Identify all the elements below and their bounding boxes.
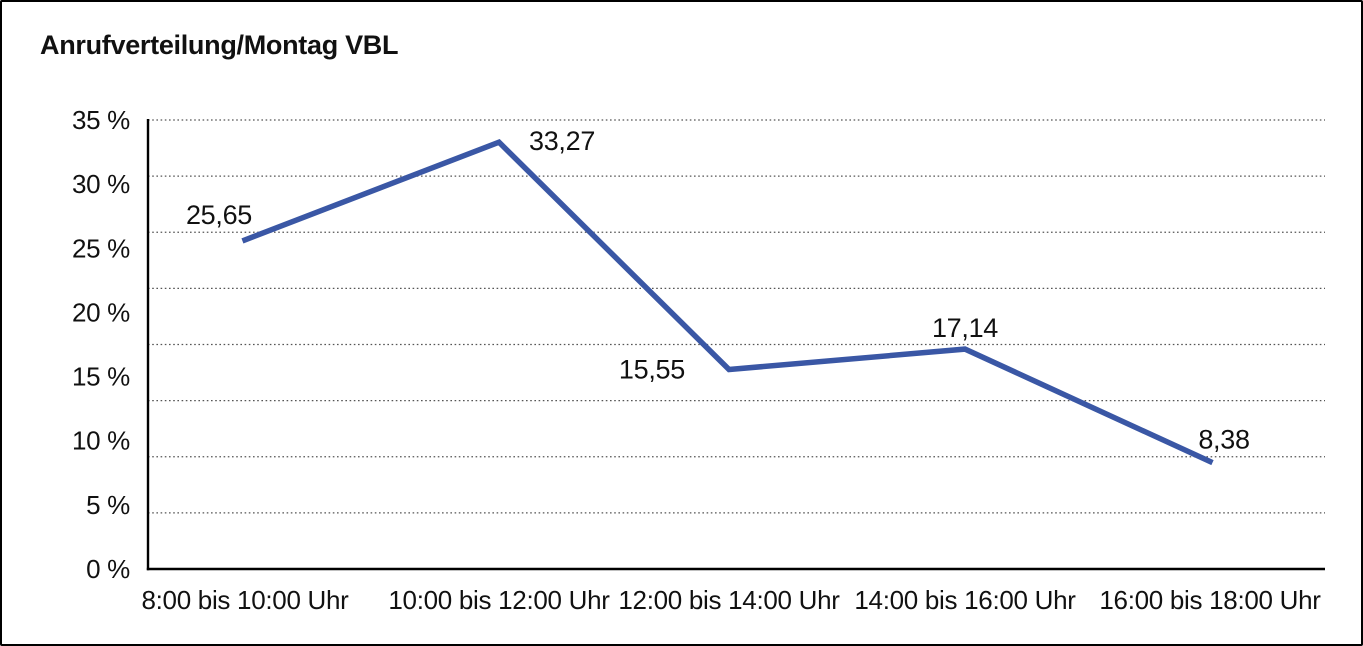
y-axis-tick-label: 35 % [72,105,130,135]
y-axis-tick-label: 0 % [86,554,130,584]
y-axis-tick-label: 30 % [72,169,130,199]
x-axis-category-label: 12:00 bis 14:00 Uhr [618,585,840,615]
data-point-label: 17,14 [932,313,998,343]
data-point-label: 33,27 [529,126,595,156]
y-axis-tick-label: 5 % [86,490,130,520]
chart-title: Anrufverteilung/Montag VBL [40,30,399,60]
x-axis-category-label: 16:00 bis 18:00 Uhr [1099,585,1321,615]
data-point-label: 15,55 [619,355,685,385]
x-axis-category-label: 8:00 bis 10:00 Uhr [141,585,349,615]
y-axis-tick-label: 10 % [72,426,130,456]
data-point-label: 25,65 [186,200,252,230]
data-polyline [241,138,1214,466]
y-axis-tick-label: 25 % [72,233,130,263]
x-axis-category-label: 10:00 bis 12:00 Uhr [388,585,610,615]
y-axis-tick-label: 20 % [72,297,130,327]
x-axis-category-label: 14:00 bis 16:00 Uhr [854,585,1076,615]
y-axis-tick-label: 15 % [72,362,130,392]
data-point-label: 8,38 [1198,424,1249,454]
